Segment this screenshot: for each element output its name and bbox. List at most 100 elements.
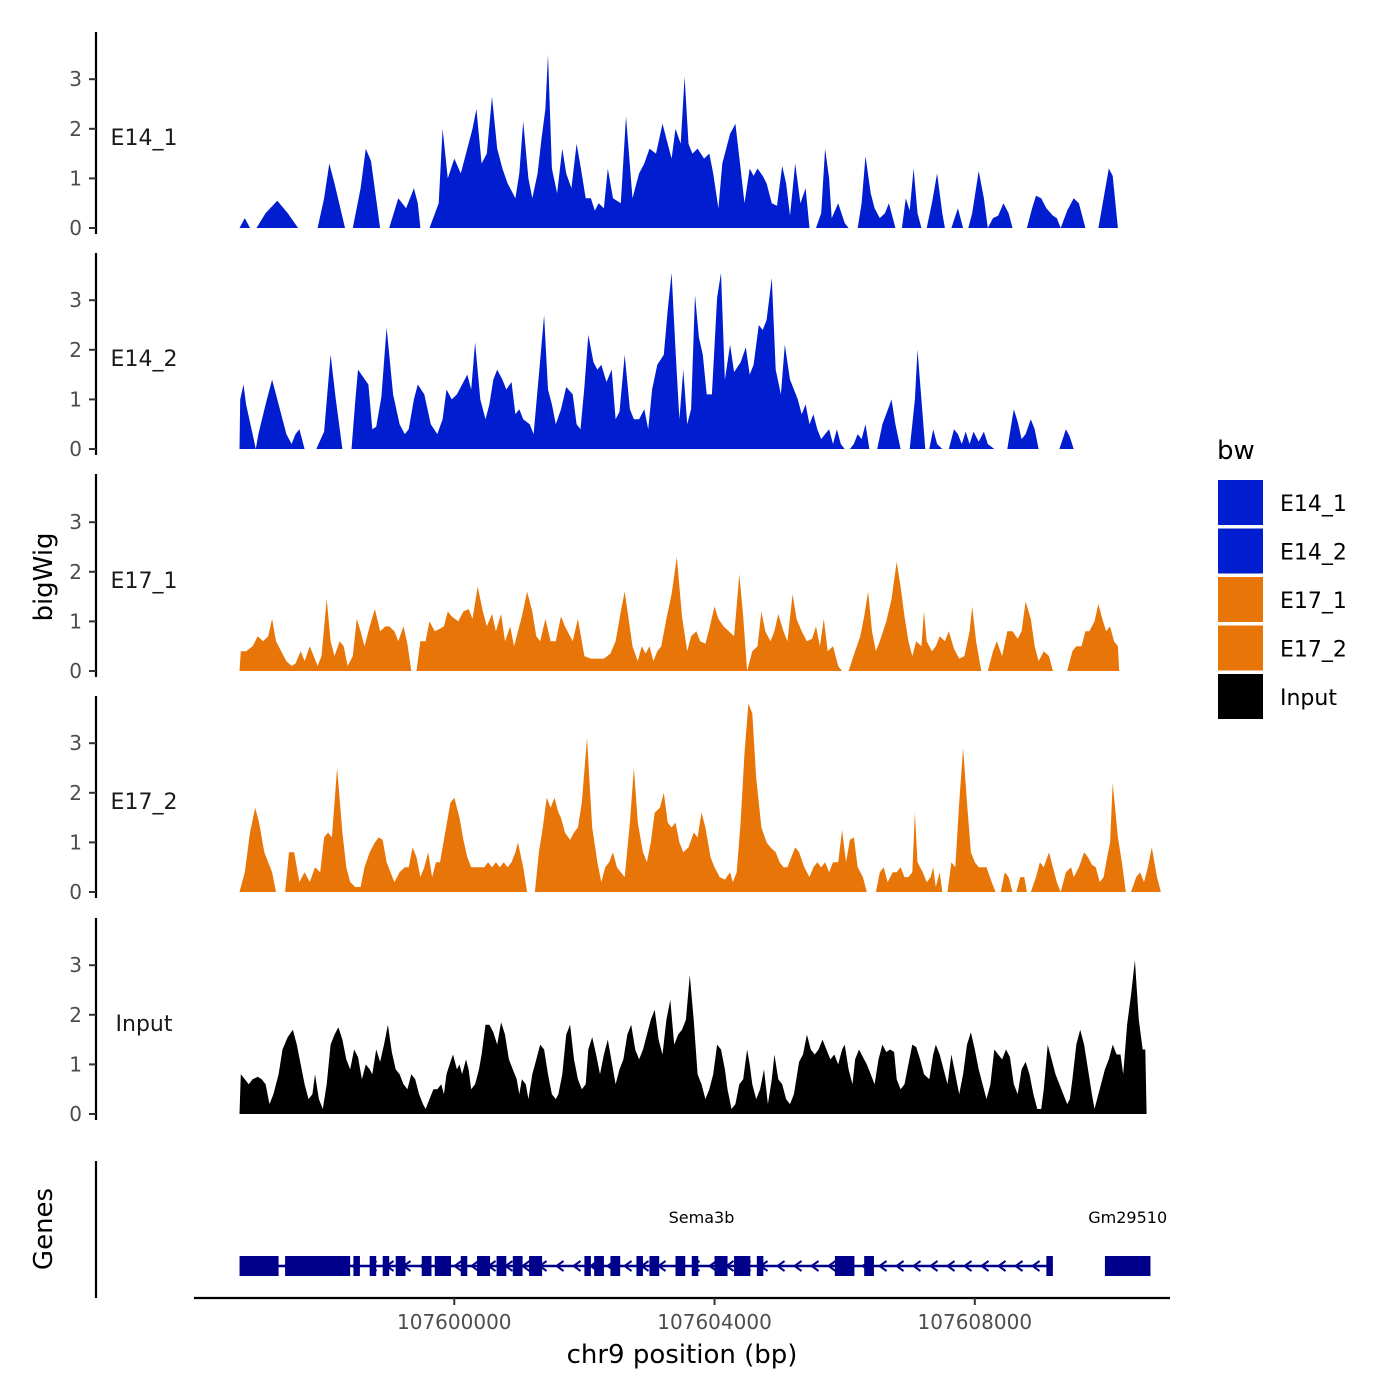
- y-tick-label: 2: [69, 560, 82, 584]
- gene-Sema3b: Sema3b: [239, 1208, 1053, 1276]
- x-ticks: 107600000 107604000 107608000: [397, 1298, 1032, 1334]
- gene-exon: [714, 1256, 728, 1276]
- track-label: E14_1: [111, 126, 178, 151]
- y-tick-label: 1: [69, 1052, 82, 1076]
- track-label: E17_1: [111, 569, 178, 594]
- strand-arrow: [792, 1260, 803, 1272]
- track-E14_2: 0 1 2 3 E14_2: [69, 253, 1078, 461]
- y-tick-label: 2: [69, 781, 82, 805]
- gene-exon: [636, 1256, 643, 1276]
- gene-exon: [460, 1256, 468, 1276]
- signal-area-E14_1: [239, 54, 1118, 229]
- gene-exon: [477, 1256, 491, 1276]
- signal-area-E14_2: [239, 272, 1078, 449]
- strand-arrow: [877, 1260, 888, 1272]
- x-tick-label: 107604000: [657, 1310, 772, 1334]
- y-tick-label: 1: [69, 387, 82, 411]
- y-tick-label: 0: [69, 437, 82, 461]
- legend-key-E17_1: [1218, 577, 1263, 622]
- gene-exon: [610, 1256, 621, 1276]
- legend-title: bw: [1217, 436, 1255, 466]
- y-tick-label: 3: [69, 731, 82, 755]
- y-tick-label: 3: [69, 510, 82, 534]
- gene-Gm29510: Gm29510: [1088, 1208, 1167, 1276]
- gene-exon: [864, 1256, 874, 1276]
- strand-arrow: [911, 1260, 922, 1272]
- gene-exon: [584, 1256, 591, 1276]
- y-tick-label: 0: [69, 880, 82, 904]
- strand-arrow: [826, 1260, 837, 1272]
- track-Input: 0 1 2 3 Input: [69, 918, 1147, 1126]
- gene-exon: [649, 1256, 660, 1276]
- strand-arrow: [894, 1260, 905, 1272]
- gene-exon: [594, 1256, 604, 1276]
- gene-exon: [756, 1256, 764, 1276]
- strand-arrow: [1030, 1260, 1041, 1272]
- x-axis-title: chr9 position (bp): [567, 1340, 798, 1370]
- gene-exon: [239, 1256, 279, 1276]
- legend-label: E17_1: [1280, 589, 1347, 614]
- gene-label: Sema3b: [669, 1208, 735, 1227]
- strand-arrow: [945, 1260, 956, 1272]
- signal-tracks: 0 1 2 3 E14_1 0 1 2 3 E14_2 0 1 2 3 E17_1 0 1 2 3 E17_2 0 1 2 3…: [69, 32, 1161, 1126]
- x-axis: 107600000 107604000 107608000 chr9 positio…: [194, 1296, 1170, 1370]
- y-tick-label: 0: [69, 1102, 82, 1126]
- x-tick-label: 107608000: [918, 1310, 1033, 1334]
- x-tick-label: 107600000: [397, 1310, 512, 1334]
- track-label: E14_2: [111, 347, 178, 372]
- strand-arrow: [622, 1260, 633, 1272]
- track-E17_1: 0 1 2 3 E17_1: [69, 474, 1120, 683]
- y-tick-label: 0: [69, 659, 82, 683]
- gene-exon: [734, 1256, 751, 1276]
- gene-label: Gm29510: [1088, 1208, 1167, 1227]
- gene-exon: [496, 1256, 507, 1276]
- legend-entries: E14_1 E14_2 E17_1 E17_2 Input: [1218, 480, 1347, 719]
- signal-area-E17_2: [239, 703, 1161, 892]
- legend-key-E14_1: [1218, 480, 1263, 525]
- gene-exon: [691, 1256, 699, 1276]
- y-axis-title: bigWig: [29, 532, 59, 621]
- legend-key-E14_2: [1218, 528, 1263, 574]
- y-tick-label: 3: [69, 953, 82, 977]
- gene-exon: [382, 1256, 390, 1276]
- genes-panel-title: Genes: [29, 1188, 59, 1270]
- signal-area-Input: [239, 960, 1147, 1114]
- y-tick-label: 1: [69, 830, 82, 854]
- gene-exon: [434, 1256, 452, 1276]
- gene-exon: [1046, 1256, 1053, 1276]
- gene-exon: [834, 1256, 855, 1276]
- y-tick-label: 3: [69, 288, 82, 312]
- track-E14_1: 0 1 2 3 E14_1: [69, 32, 1118, 240]
- strand-arrow: [1013, 1260, 1024, 1272]
- strand-arrow: [775, 1260, 786, 1272]
- gene-exon: [529, 1256, 543, 1276]
- strand-arrow: [809, 1260, 820, 1272]
- signal-area-E17_1: [239, 556, 1120, 671]
- y-tick-label: 2: [69, 117, 82, 141]
- gene-exon: [421, 1256, 432, 1276]
- y-tick-label: 0: [69, 216, 82, 240]
- track-E17_2: 0 1 2 3 E17_2: [69, 696, 1161, 904]
- gene-exon: [1104, 1256, 1151, 1276]
- strand-arrow: [996, 1260, 1007, 1272]
- strand-arrow: [979, 1260, 990, 1272]
- y-tick-label: 1: [69, 166, 82, 190]
- gene-exon: [285, 1256, 351, 1276]
- gene-exon: [369, 1256, 377, 1276]
- strand-arrow: [962, 1260, 973, 1272]
- y-tick-label: 1: [69, 609, 82, 633]
- gene-models: Sema3b Gm29510: [239, 1208, 1167, 1276]
- legend-key-Input: [1218, 674, 1263, 719]
- strand-arrow: [928, 1260, 939, 1272]
- strand-arrow: [707, 1260, 718, 1272]
- legend-label: Input: [1280, 686, 1337, 711]
- strand-arrow: [452, 1260, 463, 1272]
- y-tick-label: 2: [69, 1003, 82, 1027]
- gene-exon: [395, 1256, 406, 1276]
- track-label: Input: [116, 1012, 173, 1037]
- legend-label: E14_2: [1280, 541, 1347, 566]
- gene-exon: [353, 1256, 360, 1276]
- track-label: E17_2: [111, 790, 178, 815]
- y-tick-label: 3: [69, 67, 82, 91]
